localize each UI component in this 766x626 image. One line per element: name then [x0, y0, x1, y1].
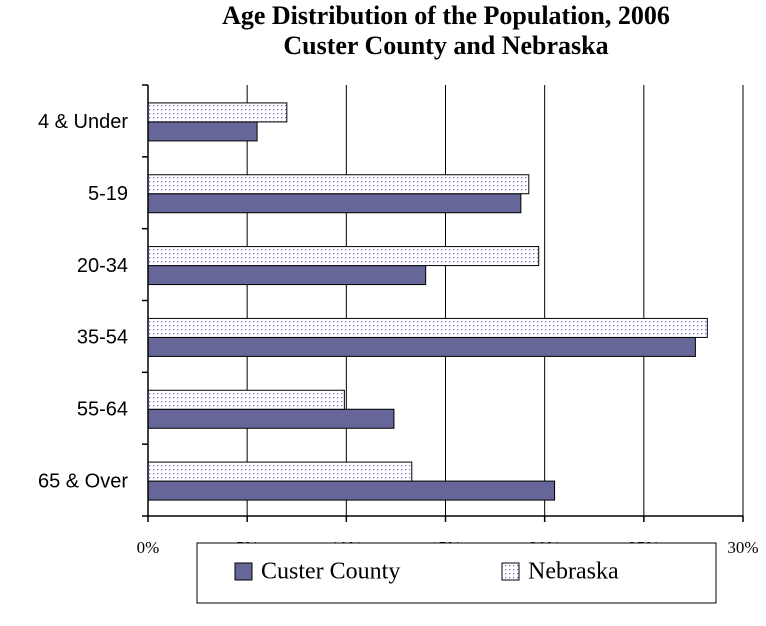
y-tick-label: 65 & Over: [38, 470, 128, 492]
legend: [196, 542, 717, 604]
y-tick-label: 20-34: [77, 255, 128, 277]
bar: [147, 193, 522, 214]
x-tick-label: 0%: [137, 538, 160, 557]
bar: [147, 336, 696, 357]
bar: [147, 461, 413, 482]
legend-swatch: [501, 562, 520, 581]
bar: [147, 121, 258, 142]
y-tick-label: 55-64: [77, 399, 128, 421]
bar: [147, 174, 530, 195]
bar: [147, 408, 395, 429]
bar: [147, 480, 556, 501]
bar: [147, 246, 540, 267]
y-tick-label: 35-54: [77, 327, 128, 349]
legend-label: Custer County: [261, 559, 400, 585]
y-tick-label: 5-19: [88, 183, 128, 205]
bar: [147, 389, 345, 410]
chart-title: Age Distribution of the Population, 2006: [222, 1, 670, 30]
bar: [147, 317, 708, 338]
x-tick-label: 30%: [727, 538, 758, 557]
bar: [147, 265, 427, 286]
chart-subtitle: Custer County and Nebraska: [283, 31, 608, 60]
bar: [147, 102, 288, 123]
y-tick-label: 4 & Under: [38, 111, 128, 133]
legend-label: Nebraska: [528, 559, 619, 585]
legend-swatch: [234, 562, 253, 581]
